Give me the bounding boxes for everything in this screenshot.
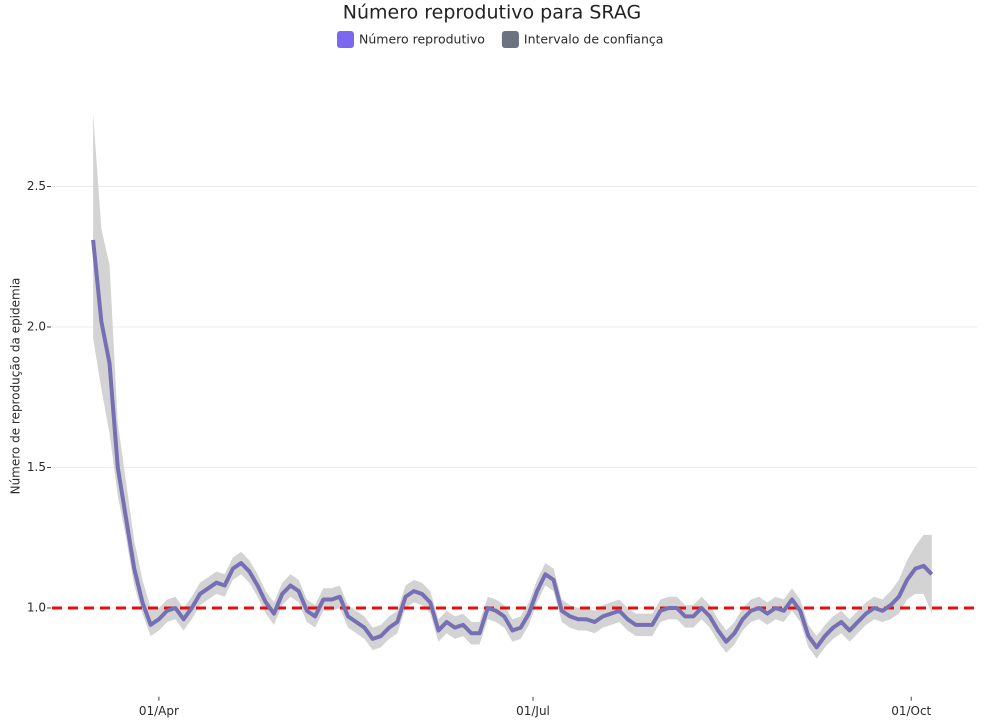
y-tick-label: 2.5 — [27, 179, 46, 193]
x-tick-label: 01/Oct — [891, 704, 931, 718]
y-tick-label: 1.0 — [27, 600, 46, 614]
confidence-band — [93, 113, 932, 659]
legend-label: Intervalo de confiança — [524, 32, 664, 47]
legend-swatch — [501, 31, 519, 48]
data-line — [91, 239, 934, 650]
y-tick-label: 2.0 — [27, 320, 46, 334]
chart-title: Número reprodutivo para SRAG — [343, 2, 642, 24]
x-tick-label: 01/Apr — [139, 704, 179, 718]
x-tick-label: 01/Jul — [516, 704, 550, 718]
y-tick-label: 1.5 — [27, 460, 46, 474]
y-axis-label: Número de reprodução da epidemia — [9, 278, 23, 495]
legend-label: Número reprodutivo — [359, 32, 485, 47]
legend-swatch — [337, 31, 354, 48]
